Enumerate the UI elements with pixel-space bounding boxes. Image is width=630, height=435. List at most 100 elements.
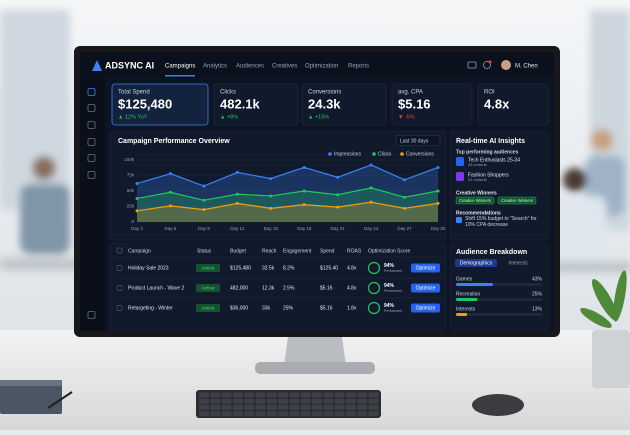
key <box>255 392 266 398</box>
cell: Retargeting - Winter <box>128 305 173 311</box>
breakdown-label: Interests <box>456 306 476 312</box>
score-value: 94% <box>384 283 395 289</box>
header-checkbox[interactable] <box>116 247 123 254</box>
data-point <box>235 192 239 196</box>
plant <box>580 270 627 328</box>
cell: 25% <box>283 305 294 311</box>
data-point <box>336 193 340 197</box>
creative-tag <box>455 196 495 205</box>
user-name: M. Chen <box>515 64 538 70</box>
legend-marker <box>372 152 376 156</box>
sidebar-icon[interactable] <box>87 121 96 129</box>
kpi-card[interactable] <box>111 83 209 126</box>
score-value: 94% <box>384 303 395 309</box>
data-point <box>235 201 239 205</box>
data-point <box>135 209 139 213</box>
kpi-card[interactable] <box>477 83 549 126</box>
brand-name: ADSYNC AI <box>105 60 154 70</box>
optimize-label: Optimize <box>416 265 436 271</box>
notification-icon[interactable] <box>483 61 491 69</box>
sidebar-icon[interactable] <box>87 154 96 162</box>
key <box>300 392 311 398</box>
creative-tag-label: Creative Winners <box>459 198 491 203</box>
key <box>221 404 232 410</box>
kpi-change: ▲ 12% YoY <box>118 114 148 120</box>
key <box>368 411 379 417</box>
kpi-card[interactable] <box>213 83 299 126</box>
cell: 1.8x <box>347 305 357 311</box>
column-header: Engagement <box>283 248 312 254</box>
optimize-button[interactable] <box>411 263 440 273</box>
key <box>345 398 356 404</box>
key <box>232 392 243 398</box>
sidebar-icon[interactable] <box>87 311 96 319</box>
range-select[interactable] <box>395 135 441 146</box>
tab-label[interactable]: Demographics <box>460 260 493 266</box>
nav-item[interactable]: Creatives <box>272 64 297 70</box>
series-line <box>136 164 439 187</box>
data-point <box>302 203 306 207</box>
recommendation-text: Shift 15% budget to "Search" for 10% CPA… <box>465 216 537 228</box>
key <box>334 398 345 404</box>
data-point <box>369 186 373 190</box>
nav-item[interactable]: Audiences <box>236 64 264 70</box>
insights-panel <box>449 130 549 241</box>
kpi-label: ROI <box>484 90 495 96</box>
nav-item[interactable]: Optimization <box>305 64 338 70</box>
audience-icon <box>456 172 464 181</box>
breakdown-value: 25% <box>532 291 543 297</box>
tab-active[interactable] <box>455 259 497 267</box>
key <box>300 411 311 417</box>
avatar[interactable] <box>501 60 511 70</box>
score-ring <box>367 281 381 295</box>
notification-dot <box>488 60 492 64</box>
kpi-card[interactable] <box>391 83 473 126</box>
key <box>266 404 277 410</box>
data-point <box>135 182 139 186</box>
cell: 32.5k <box>262 265 275 271</box>
recommendation-icon <box>456 217 462 223</box>
cell: 4.8x <box>347 285 357 291</box>
nav-item[interactable]: Analytics <box>203 64 227 70</box>
row-checkbox[interactable] <box>116 285 123 291</box>
row-checkbox[interactable] <box>116 265 123 271</box>
y-tick-label: 0 <box>131 219 134 224</box>
kpi-card[interactable] <box>301 83 387 126</box>
row-checkbox[interactable] <box>116 305 123 311</box>
insights-title: Real-time AI Insights <box>456 138 525 145</box>
sidebar-icon[interactable] <box>87 171 96 179</box>
data-point <box>436 165 440 169</box>
sidebar-icon[interactable] <box>87 104 96 112</box>
kpi-label: Clicks <box>220 90 236 96</box>
keyboard-keys <box>199 392 379 417</box>
score-ring <box>367 261 381 275</box>
sidebar-icon[interactable] <box>87 138 96 146</box>
optimize-button[interactable] <box>411 303 440 313</box>
score-note: Performed <box>384 309 402 313</box>
data-point <box>336 205 340 209</box>
key <box>199 411 209 417</box>
nav-item[interactable]: Reports <box>348 64 369 70</box>
key <box>255 404 266 410</box>
table-panel <box>109 242 447 331</box>
nav-item[interactable]: Campaigns <box>165 64 195 70</box>
tab-label[interactable]: Interests <box>508 260 528 266</box>
monitor-stand <box>284 337 346 366</box>
data-point <box>135 196 139 200</box>
legend-marker <box>400 152 404 156</box>
data-point <box>302 165 306 169</box>
key <box>289 398 300 404</box>
key <box>334 411 345 417</box>
kpi-value: 482.1k <box>220 96 261 111</box>
breakdown-label: Games <box>456 276 473 282</box>
optimize-button[interactable] <box>411 283 440 293</box>
data-point <box>235 170 239 174</box>
legend-label: Impressions <box>334 151 361 157</box>
key <box>255 398 266 404</box>
mail-icon[interactable] <box>467 61 477 69</box>
sidebar-icon[interactable] <box>87 88 96 96</box>
pen <box>47 391 73 409</box>
key <box>289 392 300 398</box>
status-badge <box>196 284 220 292</box>
